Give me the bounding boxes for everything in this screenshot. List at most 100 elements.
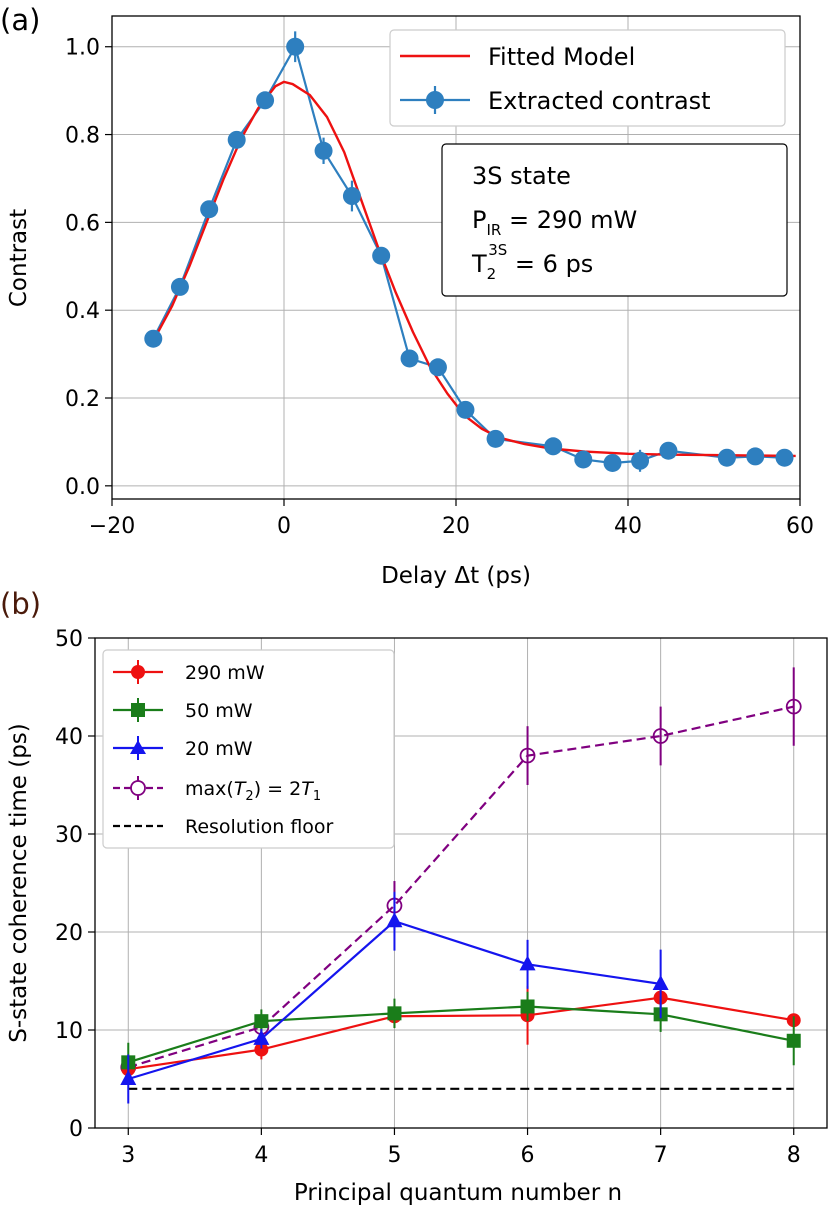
panel-b-legend: 290 mW 50 mW 20 mW max(T2) = 2T1 Resolut… — [102, 649, 395, 849]
panel-b-y-tick-label: 50 — [55, 627, 83, 652]
20-mw-point — [519, 955, 536, 971]
panel-a-y-tick-label: 0.8 — [65, 124, 100, 149]
legend-resolution-floor-label: Resolution floor — [185, 816, 334, 838]
panel-a-series — [144, 31, 796, 472]
legend-max-t1-symbol: T — [301, 778, 314, 800]
extracted-contrast-point — [170, 277, 189, 296]
legend-max-t2-marker — [130, 780, 146, 796]
extracted-contrast-point — [144, 329, 163, 348]
panel-a-label: (a) — [0, 3, 40, 37]
extracted-contrast-point — [486, 429, 505, 448]
panel-b-x-tick-label: 8 — [787, 1143, 801, 1168]
panel-a-x-tick-label: 40 — [614, 514, 642, 539]
extracted-contrast-point — [372, 246, 391, 265]
annotation-t2-superscript: 3S — [488, 241, 507, 259]
panel-a-y-tick-label: 1.0 — [65, 36, 100, 61]
legend-max-t2-middle: ) = 2 — [254, 778, 302, 800]
annotation-power-symbol: P — [472, 206, 486, 234]
annotation-power: PIR = 290 mW — [472, 206, 637, 239]
panel-b-ticks: 3 4 5 6 7 8 0 10 20 30 40 50 — [55, 627, 801, 1168]
annotation-t2-subscript: 2 — [487, 265, 497, 283]
extracted-contrast-point — [314, 141, 333, 160]
legend-max-t2-symbol: T — [234, 778, 247, 800]
extracted-contrast-point — [286, 37, 305, 56]
20-mw-point — [120, 1070, 137, 1085]
panel-b-y-tick-label: 30 — [55, 823, 83, 848]
290-mw-point — [254, 1042, 269, 1057]
panel-a-ticks: −20 0 20 40 60 0.0 0.2 0.4 0.6 0.8 1.0 — [65, 36, 814, 539]
panel-a-y-axis-label: Contrast — [6, 209, 32, 307]
extracted-contrast-point — [544, 437, 563, 456]
annotation-t2: T2 3S = 6 ps — [471, 241, 593, 283]
panel-b-axes-frame — [94, 637, 828, 1129]
panel-b-y-tick-label: 20 — [55, 921, 83, 946]
panel-a-legend: Fitted Model Extracted contrast — [389, 29, 786, 127]
20-mw-point — [652, 974, 669, 990]
panel-a-axes-frame — [111, 15, 801, 500]
panel-b-x-tick-label: 7 — [654, 1143, 668, 1168]
legend-50mw-marker — [131, 703, 145, 717]
panel-b-series — [120, 667, 802, 1104]
legend-fitted-model-label: Fitted Model — [488, 43, 635, 71]
annotation-state: 3S state — [472, 162, 571, 190]
panel-a-x-tick-label: 60 — [786, 514, 814, 539]
legend-extracted-contrast-marker — [426, 91, 444, 109]
50-mw-point — [786, 1033, 801, 1048]
legend-max-t2-prefix: max( — [185, 778, 234, 800]
extracted-contrast-point — [717, 448, 736, 467]
panel-a-x-tick-label: 20 — [442, 514, 470, 539]
legend-extracted-contrast-label: Extracted contrast — [488, 87, 711, 115]
panel-a-y-tick-label: 0.2 — [65, 387, 100, 412]
extracted-contrast-point — [428, 358, 447, 377]
max-t2-2t1-point — [785, 698, 802, 715]
extracted-contrast-point — [775, 448, 794, 467]
annotation-t2-symbol: T — [471, 250, 487, 278]
annotation-power-value: = 290 mW — [501, 206, 637, 234]
extracted-contrast-point — [603, 453, 622, 472]
panel-b-chart: (b) 3 4 5 6 7 8 0 10 20 30 40 50 Principal quantum … — [0, 587, 828, 1206]
max-t2-2t1-point — [519, 747, 536, 764]
extracted-contrast-point — [746, 447, 765, 466]
extracted-contrast-point — [659, 441, 678, 460]
annotation-power-subscript: IR — [486, 221, 501, 239]
panel-b-y-tick-label: 10 — [55, 1019, 83, 1044]
max-t2-2t1-line — [127, 705, 794, 1069]
panel-b-x-axis-label: Principal quantum number n — [294, 1180, 622, 1206]
panel-b-x-tick-label: 5 — [387, 1143, 401, 1168]
extracted-contrast-point — [200, 200, 219, 219]
legend-20mw-marker — [130, 740, 146, 754]
50-mw-point — [520, 999, 535, 1014]
20-mw-point — [253, 1029, 270, 1045]
annotation-box — [441, 143, 788, 297]
50-mw-point — [254, 1014, 269, 1029]
panel-a-x-axis-label: Delay Δt (ps) — [381, 563, 531, 589]
extracted-contrast-point — [342, 187, 361, 206]
extracted-contrast-point — [256, 91, 275, 110]
50-mw-point — [387, 1006, 402, 1021]
legend-290mw-marker — [131, 665, 145, 679]
extracted-contrast-point — [574, 450, 593, 469]
panel-b-label: (b) — [0, 587, 41, 621]
panel-a-x-tick-label: −20 — [89, 514, 135, 539]
panel-a-x-tick-label: 0 — [277, 514, 291, 539]
annotation-t2-value: = 6 ps — [507, 250, 593, 278]
panel-b-y-axis-label: S-state coherence time (ps) — [6, 723, 32, 1043]
extracted-contrast-point — [456, 400, 475, 419]
legend-max-t2-subscript: 2 — [245, 789, 253, 804]
panel-a-y-tick-label: 0.4 — [65, 299, 100, 324]
panel-a-annotation: 3S state PIR = 290 mW T2 3S = 6 ps — [441, 143, 788, 297]
legend-290mw-label: 290 mW — [185, 662, 265, 684]
extracted-contrast-point — [400, 349, 419, 368]
extracted-contrast-point — [227, 130, 246, 149]
panel-b-x-tick-label: 4 — [254, 1143, 268, 1168]
legend-20mw-label: 20 mW — [185, 738, 253, 760]
panel-a-chart: (a) −20 0 20 40 60 0.0 0.2 0.4 0.6 0.8 1.0 Delay Δ… — [0, 3, 814, 589]
panel-b-legend-box — [102, 649, 395, 849]
legend-max-t1-subscript: 1 — [313, 789, 321, 804]
panel-a-y-tick-label: 0.6 — [65, 211, 100, 236]
50-mw-line — [127, 1005, 794, 1064]
20-mw-point — [386, 912, 403, 928]
max-t2-2t1-point — [652, 728, 669, 744]
panel-a-y-tick-label: 0.0 — [65, 475, 100, 500]
extracted-contrast-point — [631, 451, 650, 470]
